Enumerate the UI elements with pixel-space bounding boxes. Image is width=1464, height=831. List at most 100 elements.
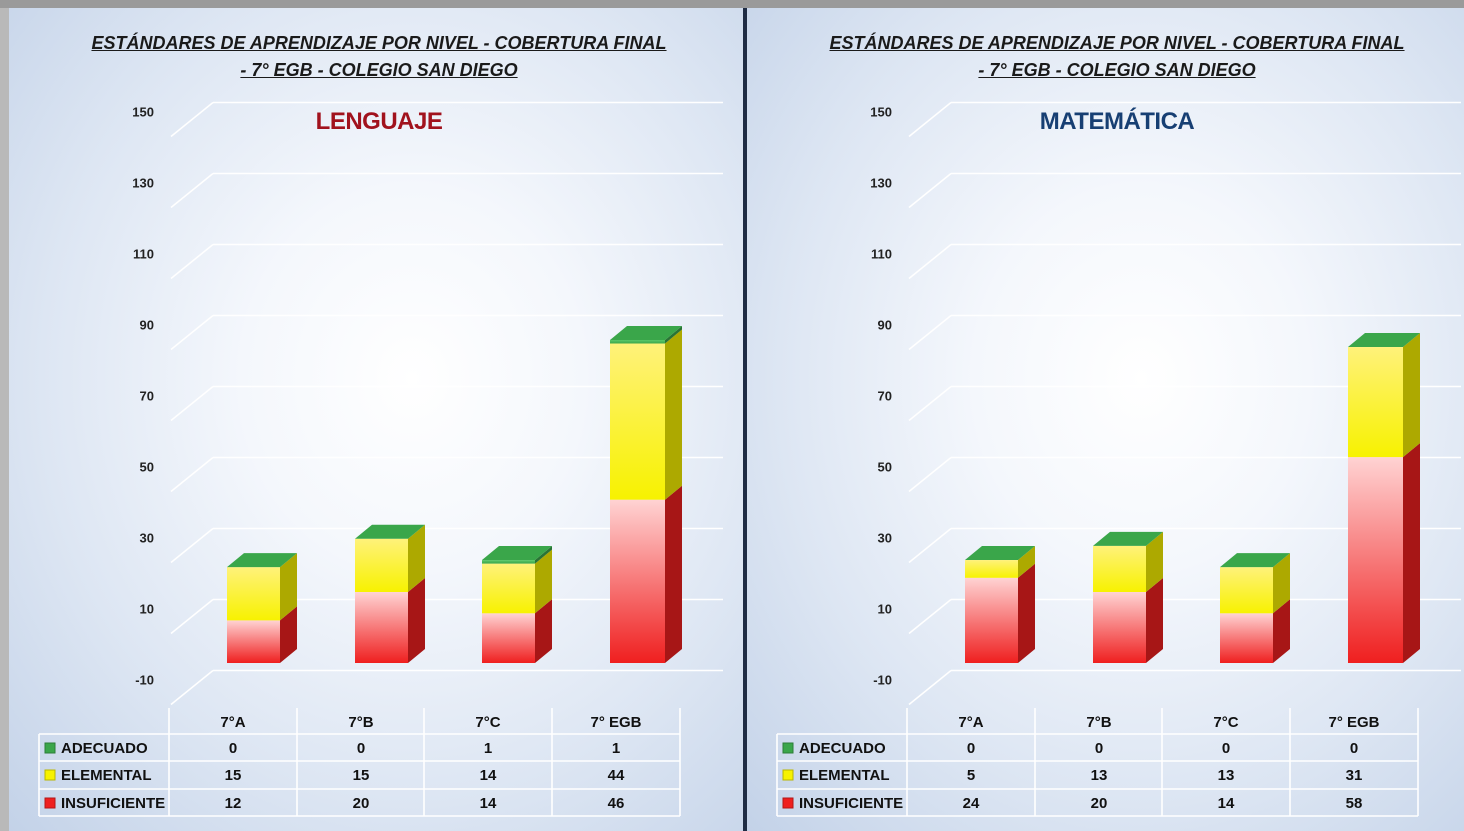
- bar-segment-elemental: [965, 560, 1018, 578]
- bar-top-cap: [227, 553, 297, 568]
- y-tick-label: 70: [878, 389, 892, 404]
- data-value: 14: [480, 767, 497, 784]
- bar-top-cap: [965, 546, 1035, 561]
- gridlines: [908, 101, 1461, 706]
- bar-segment-elemental: [1220, 567, 1273, 614]
- table-row-adecuado: ADECUADO 0 0 1 1: [44, 740, 620, 757]
- series-label: ELEMENTAL: [799, 767, 890, 784]
- bar-stack-7-a: [227, 553, 297, 663]
- category-label: 7°C: [475, 714, 500, 731]
- bar-side-elemental: [408, 524, 425, 592]
- series-label: ADECUADO: [799, 740, 886, 757]
- data-value: 12: [225, 795, 242, 812]
- gridline-diagonal: [170, 385, 214, 422]
- bar-stack-7-c: [1220, 553, 1290, 663]
- panel-divider: [743, 8, 747, 831]
- legend-swatch: [44, 797, 56, 809]
- bar-stack-7-b: [355, 524, 425, 663]
- bar-side-insuficiente: [1146, 578, 1163, 663]
- chart-title-line-2: - 7° EGB - COLEGIO SAN DIEGO: [978, 60, 1256, 80]
- data-value: 13: [1218, 767, 1235, 784]
- bar-side-insuficiente: [1018, 563, 1035, 663]
- data-value: 46: [608, 795, 625, 812]
- chart-title-line-1: ESTÁNDARES DE APRENDIZAJE POR NIVEL - CO…: [91, 33, 667, 53]
- data-value: 24: [963, 795, 980, 812]
- category-label: 7°A: [220, 714, 245, 731]
- y-tick-label: 150: [132, 105, 154, 120]
- bar-side-elemental: [1146, 531, 1163, 592]
- y-tick-label: -10: [135, 673, 154, 688]
- bar-side-insuficiente: [1403, 443, 1420, 663]
- data-value: 0: [1350, 740, 1358, 757]
- gridline-diagonal: [170, 101, 214, 138]
- legend-swatch: [782, 742, 794, 754]
- data-value: 13: [1091, 767, 1108, 784]
- bar-side-elemental: [1403, 333, 1420, 458]
- gridline-diagonal: [170, 243, 214, 280]
- bar-side-insuficiente: [535, 599, 552, 663]
- data-value: 0: [357, 740, 365, 757]
- bars: [227, 325, 682, 663]
- table-row-insuficiente: INSUFICIENTE 24 20 14 58: [782, 795, 1363, 812]
- table-row-adecuado: ADECUADO 0 0 0 0: [782, 740, 1358, 757]
- bar-top-cap: [355, 524, 425, 539]
- gridline-diagonal: [908, 527, 952, 564]
- bar-side-elemental: [665, 329, 682, 500]
- y-tick-label: 90: [878, 318, 892, 333]
- y-tick-label: 110: [871, 247, 892, 262]
- bar-side-insuficiente: [665, 485, 682, 663]
- bar-stack-7-a: [965, 546, 1035, 663]
- bar-side-elemental: [1018, 546, 1035, 578]
- data-table: 7°A 7°B 7°C 7° EGB ADECUADO 0 0 0 0 ELEMENTAL 5 13 1…: [776, 708, 1419, 817]
- chart-title: ESTÁNDARES DE APRENDIZAJE POR NIVEL - CO…: [747, 30, 1464, 84]
- series-label: INSUFICIENTE: [61, 795, 165, 812]
- gridline-diagonal: [908, 456, 952, 493]
- table-row-insuficiente: INSUFICIENTE 12 20 14 46: [44, 795, 625, 812]
- y-tick-label: 130: [870, 176, 892, 191]
- y-tick-label: 10: [140, 602, 154, 617]
- data-value: 0: [967, 740, 975, 757]
- data-value: 31: [1346, 767, 1363, 784]
- category-label: 7°C: [1213, 714, 1238, 731]
- bar-top-cap: [1220, 553, 1290, 568]
- category-label: 7°B: [1086, 714, 1111, 731]
- data-value: 14: [480, 795, 497, 812]
- chart-title-line-1: ESTÁNDARES DE APRENDIZAJE POR NIVEL - CO…: [829, 33, 1405, 53]
- bar-segment-adecuado: [610, 339, 665, 344]
- category-label: 7° EGB: [590, 714, 641, 731]
- lenguaje-chart-panel: ESTÁNDARES DE APRENDIZAJE POR NIVEL - CO…: [9, 8, 743, 831]
- legend-swatch: [782, 769, 794, 781]
- y-tick-label: 30: [878, 531, 892, 546]
- bar-segment-insuficiente: [965, 577, 1018, 663]
- data-value: 58: [1346, 795, 1363, 812]
- bar-top-cap: [610, 325, 682, 340]
- legend-swatch: [44, 742, 56, 754]
- bars: [965, 333, 1420, 663]
- bar-segment-insuficiente: [227, 620, 280, 663]
- gridline-diagonal: [908, 243, 952, 280]
- gridline-diagonal: [170, 598, 214, 635]
- chart-title: ESTÁNDARES DE APRENDIZAJE POR NIVEL - CO…: [9, 30, 743, 84]
- data-value: 0: [1222, 740, 1230, 757]
- y-tick-label: 10: [878, 602, 892, 617]
- data-value: 14: [1218, 795, 1235, 812]
- data-value: 15: [225, 767, 242, 784]
- gridline-diagonal: [170, 527, 214, 564]
- bar-stack-7-b: [1093, 531, 1163, 663]
- bar-segment-elemental: [1348, 347, 1403, 458]
- y-tick-label: 70: [140, 389, 154, 404]
- category-label: 7°B: [348, 714, 373, 731]
- data-value: 20: [353, 795, 370, 812]
- table-row-elemental: ELEMENTAL 5 13 13 31: [782, 767, 1363, 784]
- bar-segment-insuficiente: [1220, 613, 1273, 663]
- category-label: 7°A: [958, 714, 983, 731]
- bar-side-adecuado: [535, 546, 552, 564]
- gridline-diagonal: [170, 314, 214, 351]
- data-value: 44: [608, 767, 625, 784]
- y-tick-label: 150: [870, 105, 892, 120]
- gridline-diagonal: [908, 101, 952, 138]
- y-axis: -10 10 30 50 70 90 110 130 150: [132, 105, 154, 688]
- gridline-diagonal: [908, 314, 952, 351]
- bar-side-insuficiente: [408, 578, 425, 663]
